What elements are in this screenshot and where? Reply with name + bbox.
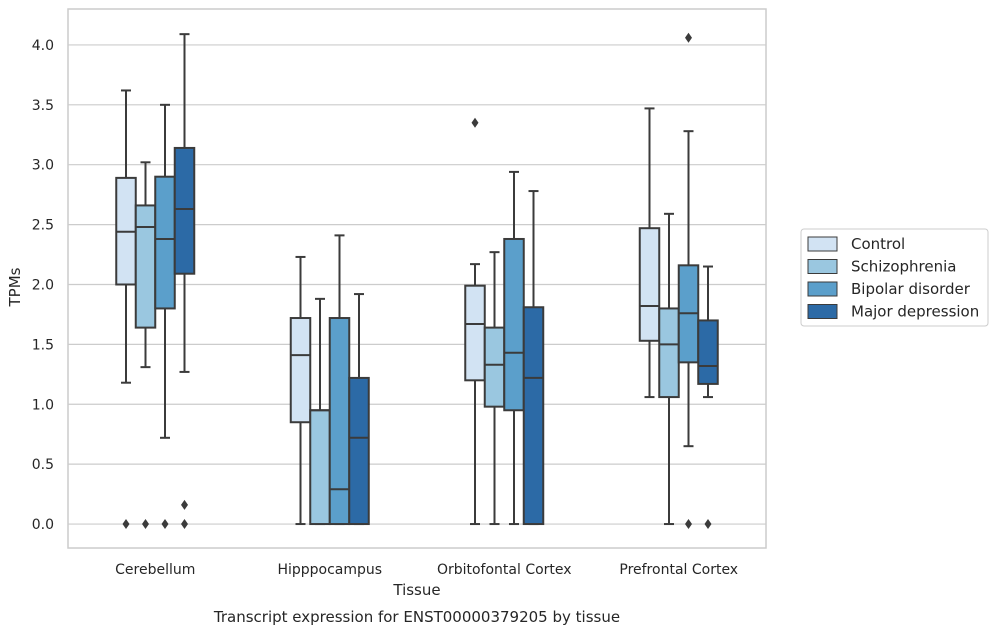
y-tick-label: 0.5	[32, 457, 54, 473]
outlier-point	[685, 32, 692, 43]
y-tick-label: 2.5	[32, 218, 54, 234]
legend: Control Schizophrenia Bipolar disorder Majo…	[800, 228, 989, 327]
y-tick-label: 3.5	[32, 98, 54, 114]
outlier-point	[181, 519, 188, 530]
box-group	[115, 89, 137, 530]
box-group	[348, 293, 370, 526]
box	[503, 237, 525, 412]
box	[134, 204, 157, 329]
box-group	[658, 212, 680, 526]
outlier-point	[122, 519, 130, 530]
box	[173, 146, 196, 275]
plot-frame	[67, 8, 767, 549]
legend-swatch	[807, 304, 838, 319]
y-tick-label: 0.0	[32, 517, 54, 533]
box-group	[328, 234, 351, 526]
box	[483, 326, 506, 408]
box	[697, 319, 719, 385]
outlier-point	[471, 117, 479, 128]
x-axis-ticks: Cerebellum Hipppocampus Orbitofontal Corte…	[115, 562, 738, 578]
box-group	[464, 117, 486, 526]
series-bipolar-disorder	[154, 32, 700, 530]
legend-label: Bipolar disorder	[851, 280, 971, 298]
plot-series	[115, 32, 719, 530]
outlier-point	[685, 519, 692, 530]
legend-swatch	[807, 281, 838, 297]
box-group	[638, 107, 661, 399]
box-group	[154, 103, 176, 530]
box	[154, 175, 176, 310]
x-tick-label: Orbitofontal Cortex	[437, 562, 572, 578]
y-tick-label: 2.0	[32, 277, 54, 293]
legend-label: Control	[851, 235, 905, 253]
outlier-point	[704, 519, 712, 530]
legend-label: Schizophrenia	[851, 258, 956, 276]
x-tick-label: Cerebellum	[115, 562, 195, 578]
box	[289, 317, 312, 424]
box-group	[309, 297, 331, 526]
legend-label: Major depression	[851, 303, 979, 321]
y-tick-label: 1.5	[32, 337, 54, 353]
box-group	[483, 251, 506, 526]
box-group	[522, 190, 545, 526]
box	[522, 306, 545, 526]
box-group	[173, 33, 196, 530]
y-tick-label: 4.0	[32, 38, 54, 54]
series-schizophrenia	[134, 161, 680, 530]
box	[309, 409, 331, 526]
box	[638, 227, 661, 342]
y-axis-ticks: 0.0 0.5 1.0 1.5 2.0 2.5 3.0 3.5 4.0	[32, 38, 54, 533]
box-group	[697, 265, 719, 530]
box	[658, 307, 680, 399]
y-tick-label: 3.0	[32, 158, 54, 174]
box-group	[289, 255, 312, 526]
box-group	[134, 161, 157, 530]
box	[464, 284, 486, 382]
x-tick-label: Hipppocampus	[277, 562, 382, 578]
series-major-depression	[173, 33, 719, 530]
box	[328, 317, 351, 526]
y-tick-label: 1.0	[32, 397, 54, 413]
outlier-point	[142, 519, 149, 530]
x-axis-label: Tissue	[392, 581, 440, 599]
outlier-point	[181, 499, 188, 510]
chart-caption: Transcript expression for ENST0000037920…	[213, 608, 620, 626]
box-group	[677, 32, 700, 530]
x-tick-label: Prefrontal Cortex	[619, 562, 738, 578]
outlier-point	[161, 519, 169, 530]
legend-swatch	[807, 236, 838, 252]
legend-swatch	[807, 259, 838, 274]
legend-frame	[800, 228, 989, 327]
y-axis-label: TPMs	[6, 267, 24, 307]
box	[348, 376, 370, 526]
series-control	[115, 89, 661, 530]
